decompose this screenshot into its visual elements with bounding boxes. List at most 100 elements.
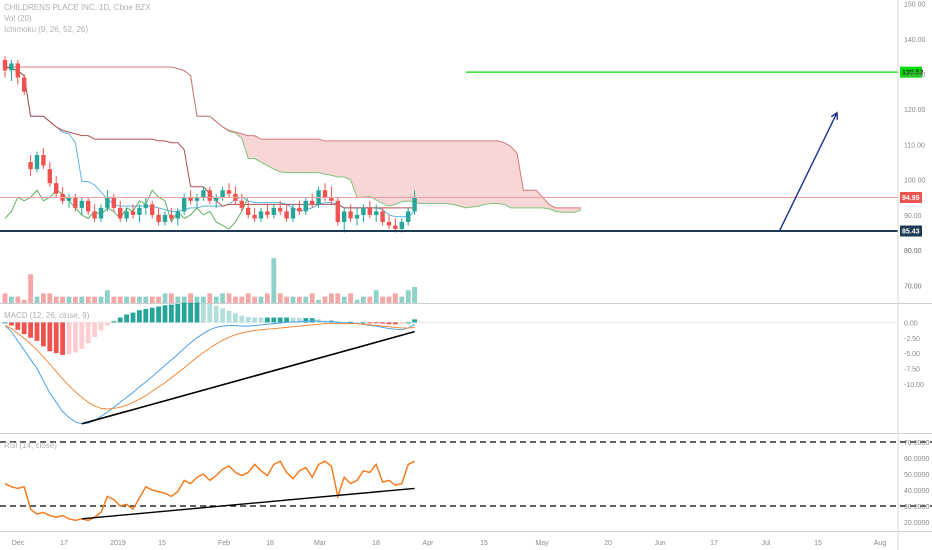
rsi-trendline [81, 487, 415, 520]
macd-histogram-bar [233, 313, 238, 323]
macd-histogram-bar [162, 305, 168, 323]
volume-bar [149, 296, 155, 303]
volume-bar [9, 296, 14, 303]
time-tick-label: Feb [218, 540, 230, 547]
macd-histogram-bar [393, 322, 398, 325]
volume-bar [380, 296, 385, 303]
candle-body [118, 207, 123, 219]
signal-line [4, 323, 415, 410]
volume-bar [258, 296, 264, 303]
candle-body [354, 214, 360, 219]
candle-body [342, 211, 347, 222]
rsi-line [4, 460, 415, 522]
candle-body [188, 197, 193, 201]
macd-histogram-bar [373, 322, 379, 324]
candle-body [201, 190, 206, 198]
time-tick-label: Aug [874, 540, 887, 547]
candle-body [252, 214, 257, 219]
candle-body [41, 155, 46, 166]
rsi-tick-label: 70.0000 [904, 440, 929, 447]
macd-histogram-bar [386, 322, 392, 325]
chart-title: CHILDRENS PLACE INC, 1D, Cboe BZX [4, 3, 151, 12]
macd-histogram-bar [149, 307, 155, 323]
support-price-badge: 85.43 [902, 229, 920, 236]
macd-histogram-bar [226, 310, 232, 323]
candle-body [86, 200, 91, 212]
time-tick-label: Dec [12, 540, 25, 547]
volume-bar [194, 296, 200, 303]
macd-histogram-bar [405, 322, 411, 324]
volume-bar [245, 293, 251, 303]
time-tick-label: 18 [266, 540, 274, 547]
macd-histogram-bar [412, 319, 417, 323]
target-price-badge-bg [900, 66, 922, 78]
macd-histogram-bar [297, 318, 302, 323]
macd-histogram-bar [271, 317, 277, 323]
volume-bar [66, 296, 72, 303]
macd-histogram-bar [47, 322, 53, 352]
macd-histogram-bar [34, 322, 40, 341]
macd-histogram-bar [60, 322, 65, 355]
volume-bar [290, 296, 296, 303]
candle-body [73, 197, 78, 208]
grid [0, 303, 932, 532]
volume-bar [47, 293, 53, 303]
volume-bar [335, 293, 341, 303]
macd-histogram-bar [188, 302, 193, 323]
macd-histogram-bar [290, 317, 296, 323]
macd-histogram-bar [143, 308, 149, 323]
candle-body [374, 211, 379, 215]
macd-legend: MACD (12, 26, close, 9) [4, 311, 90, 320]
macd-histogram-bar [117, 317, 123, 323]
time-tick-label: Mar [314, 540, 327, 547]
candle-body [22, 77, 27, 92]
volume-bar [41, 293, 46, 303]
volume-bar [98, 296, 104, 303]
candle-body [150, 204, 155, 215]
time-tick-label: Jun [654, 540, 665, 547]
candle-body [105, 197, 110, 208]
rsi-tick-label: 60.0000 [904, 456, 929, 463]
time-tick-label: Apr [423, 540, 435, 547]
volume-bar [53, 296, 59, 303]
candle-body [322, 190, 328, 198]
macd-histogram-bar [15, 322, 21, 330]
projection-arrow-line [778, 112, 838, 232]
volume-bar [28, 274, 33, 303]
macd-histogram-bar [111, 321, 117, 323]
volume-bar [393, 293, 398, 303]
volume-bar [213, 296, 219, 303]
volume-bar [79, 296, 85, 303]
candle-body [214, 197, 219, 201]
macd-tick-label: -2.50 [904, 336, 920, 343]
macd-histogram-bar [2, 322, 8, 324]
time-tick-label: 18 [372, 540, 380, 547]
rsi-legend: RSI (14, close) [4, 441, 57, 450]
legends: CHILDRENS PLACE INC, 1D, Cboe BZX Vol (2… [4, 3, 151, 450]
macd-histogram-bar [9, 322, 14, 326]
volume-bar [181, 296, 187, 303]
volume-bar [309, 293, 315, 303]
candle-body [28, 162, 33, 170]
candle-body [79, 200, 84, 208]
candle-body [143, 204, 148, 208]
volume-bar [233, 296, 238, 303]
time-tick-label: 15 [814, 540, 822, 547]
ichimoku-legend: Ichimoku (9, 26, 52, 26) [4, 25, 88, 34]
candle-body [399, 221, 404, 230]
candle-body [34, 155, 40, 170]
price-tick-label: 150.00 [904, 2, 926, 9]
rsi-tick-label: 40.0000 [904, 488, 929, 495]
macd-histogram-bar [85, 322, 91, 344]
volume-bar [284, 296, 289, 303]
candle-body [137, 207, 142, 215]
macd-tick-label: -7.50 [904, 367, 920, 374]
candle-body [98, 207, 104, 219]
candle-body [182, 197, 187, 212]
macd-histogram-bar [92, 322, 97, 338]
volume-bar [399, 296, 405, 303]
candle-body [297, 207, 302, 212]
macd-histogram-bar [201, 303, 206, 323]
macd-histogram-bar [380, 322, 385, 324]
